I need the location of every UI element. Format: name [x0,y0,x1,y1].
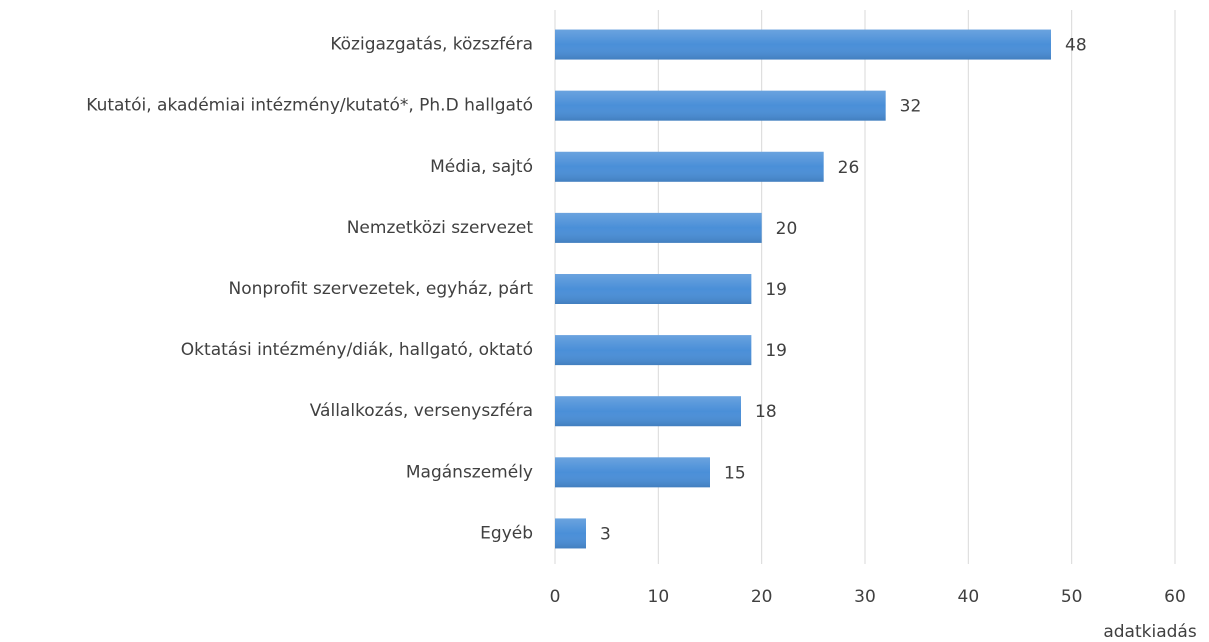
bar-shade [555,335,752,366]
x-tick-label: 50 [1061,587,1083,607]
value-label: 20 [776,219,798,239]
y-tick-label: Média, sajtó [430,157,533,177]
bar-shade [555,29,1051,60]
bar-shade [555,212,762,243]
value-label: 32 [900,97,922,117]
y-tick-label: Oktatási intézmény/diák, hallgató, oktat… [181,340,533,360]
x-tick-label: 20 [751,587,773,607]
y-tick-label: Közigazgatás, közszféra [330,35,533,55]
y-tick-label: Nemzetközi szervezet [347,218,534,238]
value-label: 15 [724,463,746,483]
x-tick-label: 60 [1164,587,1186,607]
value-label: 3 [600,524,611,544]
value-label: 19 [765,280,787,300]
bar-shade [555,274,752,304]
y-tick-label: Vállalkozás, versenyszféra [310,401,533,421]
x-tick-label: 10 [648,587,670,607]
value-label: 19 [765,341,787,361]
bar-shade [555,90,886,121]
x-tick-label: 40 [958,587,980,607]
bar-shade [555,457,710,488]
value-label: 18 [755,402,777,422]
y-tick-label: Magánszemély [406,462,533,482]
bar-shade [555,518,586,549]
y-tick-label: Nonprofit szervezetek, egyház, párt [229,279,534,299]
value-label: 48 [1065,36,1087,56]
x-axis-label: adatkiadás [1103,622,1196,642]
y-tick-label: Egyéb [480,523,533,543]
x-tick-label: 30 [854,587,876,607]
bar-shade [555,396,741,427]
x-tick-label: 0 [550,587,561,607]
bar-shade [555,151,824,182]
value-label: 26 [838,158,860,178]
y-tick-label: Kutatói, akadémiai intézmény/kutató*, Ph… [86,96,533,116]
